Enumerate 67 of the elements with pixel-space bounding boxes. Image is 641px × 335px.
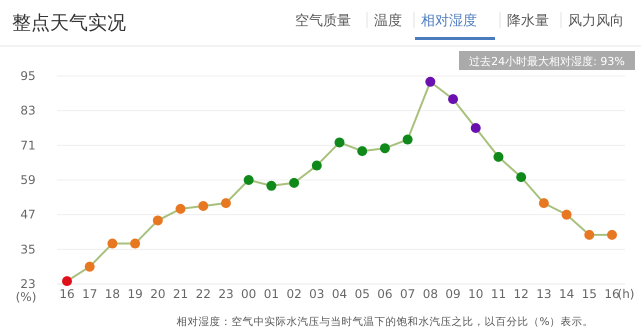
point	[176, 204, 186, 214]
x-tick-label: 07	[400, 287, 416, 301]
x-tick-label: 09	[445, 287, 461, 301]
point	[584, 230, 594, 240]
y-tick-label: 35	[20, 242, 36, 256]
x-tick-label: 21	[172, 287, 188, 301]
text: 相对湿度：空气中实际水汽压与当时气温下的饱和水汽压之比，以百分比（%）表示。	[176, 315, 594, 328]
text: 风力风向	[568, 13, 624, 29]
point	[334, 137, 344, 148]
x-tick-label: 11	[490, 287, 506, 301]
point	[130, 238, 140, 249]
chart-title: 整点天气实况	[12, 12, 126, 34]
x-tick-label: 15	[582, 287, 597, 301]
x-tick-label: 17	[82, 287, 98, 301]
y-axis-title: (%)	[16, 290, 36, 304]
point	[244, 175, 254, 185]
point	[107, 238, 118, 249]
text: 过去24小时最大相对湿度: 93%	[469, 55, 625, 68]
x-tick-label: 18	[104, 287, 120, 301]
x-tick-label: 00	[241, 287, 256, 301]
y-tick-label: 83	[20, 104, 36, 118]
text: 空气质量	[295, 13, 351, 29]
point	[84, 262, 95, 272]
x-tick-label: 10	[468, 287, 484, 301]
x-tick-label: 16	[59, 287, 75, 301]
x-tick-label: 16	[604, 287, 620, 301]
text: 温度	[374, 13, 402, 29]
point	[220, 198, 231, 208]
point	[448, 94, 458, 104]
x-tick-label: 05	[354, 287, 370, 301]
point	[198, 201, 208, 211]
y-tick-label: 59	[20, 173, 36, 187]
x-tick-label: 08	[422, 287, 438, 301]
x-tick-label: 20	[150, 287, 166, 301]
point	[493, 152, 504, 162]
point	[357, 146, 368, 156]
point	[607, 230, 617, 240]
x-tick-label: 23	[218, 287, 234, 301]
x-tick-label: 04	[332, 287, 348, 301]
point	[266, 180, 276, 191]
x-tick-label: 19	[127, 287, 143, 301]
point	[425, 76, 436, 87]
x-tick-label: 13	[536, 287, 552, 301]
point	[470, 123, 481, 133]
point	[402, 134, 413, 145]
point	[538, 198, 549, 208]
x-tick-label: 03	[309, 287, 324, 301]
point	[62, 276, 72, 286]
point	[289, 178, 300, 188]
y-tick-label: 95	[20, 69, 36, 83]
point	[152, 215, 163, 226]
y-tick-label: 47	[20, 208, 36, 222]
text: 相对湿度	[421, 13, 477, 29]
y-tick-label: 23	[20, 277, 36, 291]
x-tick-label: 22	[196, 287, 211, 301]
x-tick-label: 14	[558, 287, 574, 301]
point	[562, 210, 572, 220]
x-tick-label: 01	[264, 287, 280, 301]
text: 降水量	[507, 13, 549, 29]
x-tick-label: 12	[514, 287, 529, 301]
x-tick-label: 02	[286, 287, 302, 301]
x-axis-title: (h)	[618, 287, 634, 301]
point	[516, 172, 526, 182]
y-tick-label: 71	[20, 138, 36, 152]
point	[312, 160, 322, 171]
point	[380, 143, 390, 154]
x-tick-label: 06	[377, 287, 393, 301]
